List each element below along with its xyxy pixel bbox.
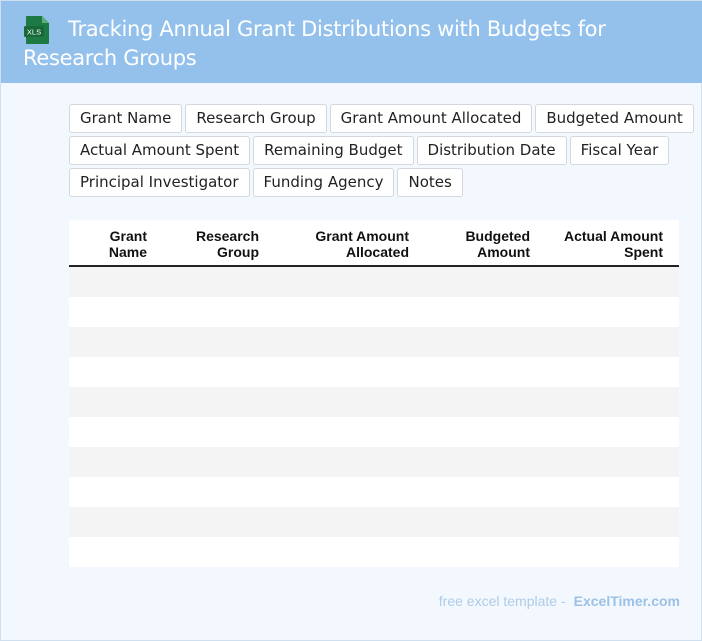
table-row[interactable]: [69, 417, 679, 447]
column-header[interactable]: Research Group: [196, 228, 259, 260]
field-chip-row: Grant Name Research Group Grant Amount All…: [69, 104, 694, 133]
field-chip[interactable]: Budgeted Amount: [535, 104, 694, 133]
column-header-line: Spent: [624, 244, 663, 260]
table-header: Grant Name Research Group Grant Amount Alloca…: [69, 220, 679, 267]
column-header[interactable]: Budgeted Amount: [465, 228, 530, 260]
column-header-line: Allocated: [345, 244, 409, 260]
table-row[interactable]: [69, 297, 679, 327]
field-chip[interactable]: Remaining Budget: [253, 136, 414, 165]
footer-brand-link[interactable]: ExcelTimer.com: [573, 593, 680, 609]
column-header-line: Grant: [109, 228, 147, 244]
column-header-line: Name: [108, 244, 147, 260]
column-header-line: Group: [217, 244, 259, 260]
table-row[interactable]: [69, 477, 679, 507]
footer-text: free excel template -: [438, 593, 566, 609]
footer-credit: free excel template - ExcelTimer.com: [439, 593, 680, 609]
field-chip[interactable]: Research Group: [185, 104, 327, 133]
field-chip[interactable]: Grant Amount Allocated: [329, 104, 533, 133]
column-header[interactable]: Grant Amount Allocated: [315, 228, 409, 260]
field-chip[interactable]: Notes: [397, 168, 463, 197]
field-chip[interactable]: Actual Amount Spent: [69, 136, 251, 165]
table-row[interactable]: [69, 327, 679, 357]
page-header: XLS Tracking Annual Grant Distributions …: [1, 1, 702, 83]
field-chip-row: Principal Investigator Funding Agency Note…: [69, 168, 669, 197]
table-row[interactable]: [69, 357, 679, 387]
column-header-line: Grant Amount: [315, 228, 409, 244]
column-header-line: Amount: [477, 244, 530, 260]
column-header-line: Budgeted: [465, 228, 530, 244]
field-chip[interactable]: Principal Investigator: [69, 168, 250, 197]
table-row[interactable]: [69, 507, 679, 537]
page-title: Tracking Annual Grant Distributions with…: [23, 17, 606, 70]
table-row[interactable]: [69, 267, 679, 297]
xls-file-icon: XLS: [24, 16, 49, 44]
svg-text:XLS: XLS: [27, 28, 41, 37]
table-row[interactable]: [69, 447, 679, 477]
table-row[interactable]: [69, 537, 679, 567]
column-header-line: Actual Amount: [563, 228, 663, 244]
table-row[interactable]: [69, 387, 679, 417]
data-table: Grant Name Research Group Grant Amount Alloca…: [69, 220, 679, 567]
field-chip-list: Grant Name Research Group Grant Amount All…: [69, 104, 694, 200]
field-chip[interactable]: Fiscal Year: [569, 136, 670, 165]
field-chip[interactable]: Grant Name: [69, 104, 183, 133]
field-chip[interactable]: Distribution Date: [416, 136, 567, 165]
column-header-line: Research: [195, 228, 259, 244]
column-header[interactable]: Actual Amount Spent: [564, 228, 663, 260]
field-chip[interactable]: Funding Agency: [252, 168, 395, 197]
column-header[interactable]: Grant Name: [109, 228, 147, 260]
field-chip-row: Actual Amount Spent Remaining Budget Distr…: [69, 136, 670, 165]
